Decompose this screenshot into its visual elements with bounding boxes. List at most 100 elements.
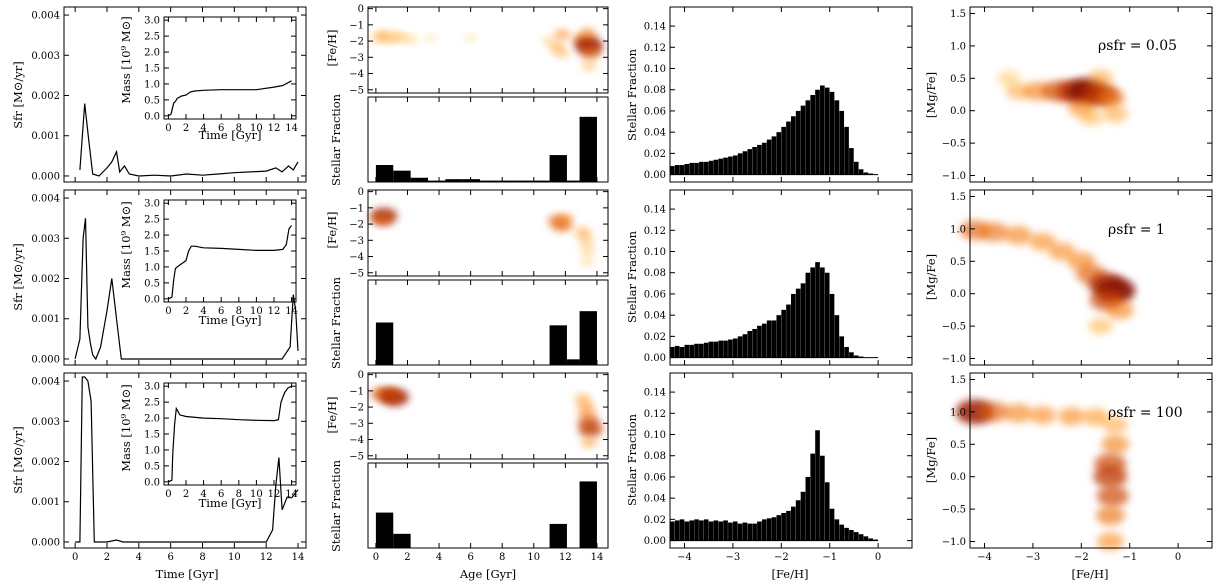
- feh-mgfe-row-3-density-point: [979, 401, 1010, 422]
- feh-fraction-row-3-xtick-label: −1: [822, 552, 837, 563]
- feh-fraction-row-2-bar: [844, 346, 849, 358]
- mgfe-ylabel-row-2: [Mg/Fe]: [924, 254, 938, 300]
- mass-inset-row-2-ytick-label: 2.0: [144, 231, 160, 242]
- age-fraction-row-3-xtick-label: 4: [436, 552, 442, 563]
- sfr-row-3-ytick-label: 0.000: [31, 537, 60, 548]
- feh-fraction-row-1-bar: [703, 161, 709, 175]
- age-feh-row-2-density-point: [580, 257, 594, 266]
- feh-fraction-row-1-bar: [771, 136, 777, 175]
- feh-fraction-row-3-bar: [800, 491, 806, 541]
- feh-fraction-row-1-bar: [844, 126, 849, 175]
- feh-fraction-row-3-bar: [684, 521, 690, 541]
- feh-fraction-row-2-ytick-label: 0.10: [644, 247, 666, 258]
- age-fraction-row-1-bar: [532, 180, 550, 182]
- feh-fraction-row-1-bar: [732, 155, 738, 175]
- feh-fraction-row-1-bar: [757, 144, 762, 175]
- feh-mgfe-row-3-ytick-label: 0.0: [950, 472, 966, 483]
- feh-fraction-row-2-bar: [776, 315, 782, 358]
- feh-mgfe-row-2-ytick-label: 0.0: [950, 289, 966, 300]
- sfr-row-2-frame: [63, 189, 307, 366]
- feh-fraction-row-2-bar: [757, 325, 762, 358]
- time-xlabel-inset-2: Time [Gyr]: [199, 313, 262, 327]
- feh-fraction-row-1-bar: [868, 173, 874, 175]
- mass-inset-row-1-xtick-label: 10: [250, 123, 263, 134]
- mass-inset-row-1-xtick-label: 0: [165, 123, 171, 134]
- mass-inset-row-3-xtick-label: 12: [268, 489, 281, 500]
- feh-fraction-row-1-bar: [786, 121, 791, 175]
- feh-fraction-row-3-bar: [670, 521, 675, 541]
- time-xlabel-inset-3: Time [Gyr]: [199, 496, 262, 510]
- age-fraction-row-1-bar: [480, 180, 498, 182]
- feh-mgfe-row-3-ytick-label: 0.5: [950, 440, 966, 451]
- mass-inset-row-1-ytick-label: 1.0: [144, 79, 160, 90]
- age-fraction-row-1-bar: [566, 180, 580, 182]
- mass-inset-row-2-ytick-label: 2.5: [144, 215, 160, 226]
- age-fraction-row-1-frame: [367, 96, 609, 183]
- feh-fraction-row-3-bar: [815, 430, 820, 541]
- stellar-fraction-ylabel-feh-1: Stellar Fraction: [625, 48, 639, 141]
- feh-fraction-row-3-bar: [824, 482, 830, 541]
- mass-inset-row-3-frame: [163, 382, 297, 486]
- mass-inset-row-1-ytick-label: 3.0: [144, 16, 160, 27]
- feh-mgfe-row-2-density-point: [1004, 225, 1033, 245]
- age-feh-row-1-ytick-label: −2: [349, 37, 364, 48]
- sfr-row-3-line: [75, 376, 299, 543]
- age-fraction-row-3-xtick-label: 8: [499, 552, 505, 563]
- sfr-row-3-xtick-label: 10: [228, 552, 241, 563]
- feh-fraction-row-3-bar: [853, 532, 859, 541]
- age-fraction-row-3-bar: [375, 512, 394, 548]
- feh-fraction-row-3-bar: [791, 506, 796, 541]
- age-fraction-row-2-frame: [367, 279, 609, 366]
- feh-fraction-row-3-bar: [674, 520, 680, 541]
- feh-fraction-row-3-ytick-label: 0.06: [644, 472, 666, 483]
- sfr-row-1-line: [79, 103, 299, 177]
- feh-mgfe-row-3-ytick-label: −0.5: [942, 505, 966, 516]
- feh-fraction-row-3-ytick-label: 0.08: [644, 451, 666, 462]
- feh-fraction-row-2-bar: [752, 328, 757, 358]
- feh-fraction-row-3-bar: [757, 521, 762, 541]
- age-feh-row-1-density-point: [425, 34, 437, 42]
- feh-fraction-row-3-bar: [776, 515, 782, 541]
- mass-inset-row-2-ytick-label: 0.0: [144, 294, 160, 305]
- mass-inset-row-2-xtick-label: 2: [183, 306, 189, 317]
- feh-mgfe-row-2-ytick-label: 1.5: [950, 192, 966, 203]
- mass-inset-row-2-xtick-label: 14: [285, 306, 298, 317]
- feh-fraction-row-3-bar: [863, 536, 869, 541]
- mass-inset-row-3-ytick-label: 0.5: [144, 461, 160, 472]
- mass-inset-row-3-xtick-label: 2: [183, 489, 189, 500]
- mass-inset-row-2-xtick-label: 10: [250, 306, 263, 317]
- age-feh-row-1-density-point: [580, 46, 601, 59]
- feh-fraction-row-2-bar: [694, 343, 699, 358]
- feh-fraction-row-1-bar: [674, 165, 680, 175]
- age-feh-row-1-density-point: [578, 27, 596, 39]
- feh-fraction-row-1-bar: [679, 165, 685, 175]
- feh-mgfe-row-2-ytick-label: 0.5: [950, 257, 966, 268]
- age-feh-row-3-density-point: [578, 422, 603, 437]
- time-xlabel-main: Time [Gyr]: [156, 567, 219, 581]
- feh-fraction-row-1-bar: [791, 116, 796, 175]
- feh-mgfe-row-3-xtick-label: −4: [977, 552, 992, 563]
- feh-fraction-row-3-bar: [679, 519, 685, 541]
- sfr-row-1-ytick-label: 0.001: [31, 131, 60, 142]
- mass-inset-row-2-line: [168, 225, 293, 300]
- feh-fraction-row-3-bar: [708, 521, 714, 541]
- age-fraction-row-1-bar: [410, 177, 428, 182]
- age-feh-row-2-frame: [367, 189, 609, 277]
- age-feh-row-2-ytick-label: −4: [349, 252, 364, 263]
- feh-fraction-row-3-xtick-label: −4: [677, 552, 692, 563]
- sfr-row-2-line: [74, 218, 299, 361]
- age-feh-row-3-ytick-label: 0: [358, 370, 364, 381]
- age-feh-row-2-density-point: [372, 213, 393, 226]
- feh-fraction-row-1-bar: [800, 105, 806, 175]
- feh-fraction-row-2-ytick-label: 0.00: [644, 353, 666, 364]
- feh-mgfe-row-2-density-point: [1048, 242, 1076, 261]
- age-fraction-row-3-bar: [549, 523, 567, 548]
- feh-mgfe-row-3-ytick-label: −1.0: [942, 537, 966, 548]
- feh-mgfe-row-3-frame: [969, 372, 1213, 549]
- feh-mgfe-row-1-density-point: [1005, 82, 1031, 100]
- feh-fraction-row-3-ytick-label: 0.00: [644, 536, 666, 547]
- feh-fraction-row-3-bar: [752, 523, 757, 541]
- age-feh-row-3-ytick-label: −2: [349, 403, 364, 414]
- stellar-fraction-ylabel-age-2: Stellar Fraction: [329, 276, 343, 369]
